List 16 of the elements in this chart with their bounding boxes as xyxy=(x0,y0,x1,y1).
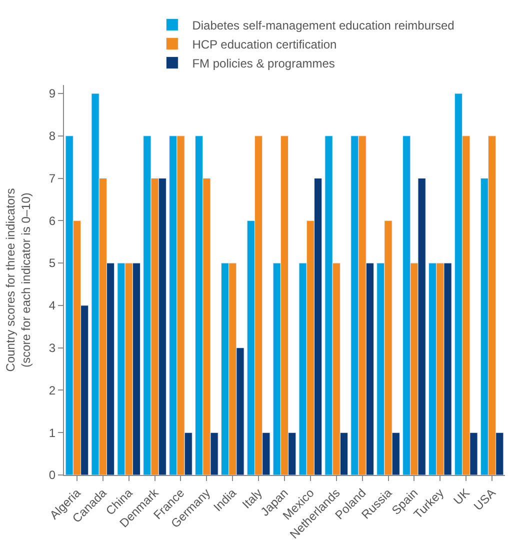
legend-label: HCP education certification xyxy=(192,37,337,52)
y-tick-label: 6 xyxy=(48,214,56,228)
y-tick-label: 7 xyxy=(48,171,56,186)
y-tick-label: 1 xyxy=(48,426,56,440)
legend-label: FM policies & programmes xyxy=(192,56,335,70)
y-tick-label: 5 xyxy=(48,256,56,270)
y-tick-label: 0 xyxy=(48,468,56,482)
y-tick-label: 4 xyxy=(48,298,56,313)
y-tick-label: 2 xyxy=(48,383,56,398)
y-tick-label: 8 xyxy=(48,129,56,144)
x-tick-label: USA xyxy=(471,486,498,514)
y-tick-label: 9 xyxy=(48,86,56,101)
y-axis-title: Country scores for three indicators (score for each indicator is 0–10) xyxy=(4,188,34,372)
y-tick-label: 3 xyxy=(48,341,56,356)
legend-label: Diabetes self-management education reimbursed xyxy=(192,18,454,32)
x-tick-label: UK xyxy=(450,486,472,508)
